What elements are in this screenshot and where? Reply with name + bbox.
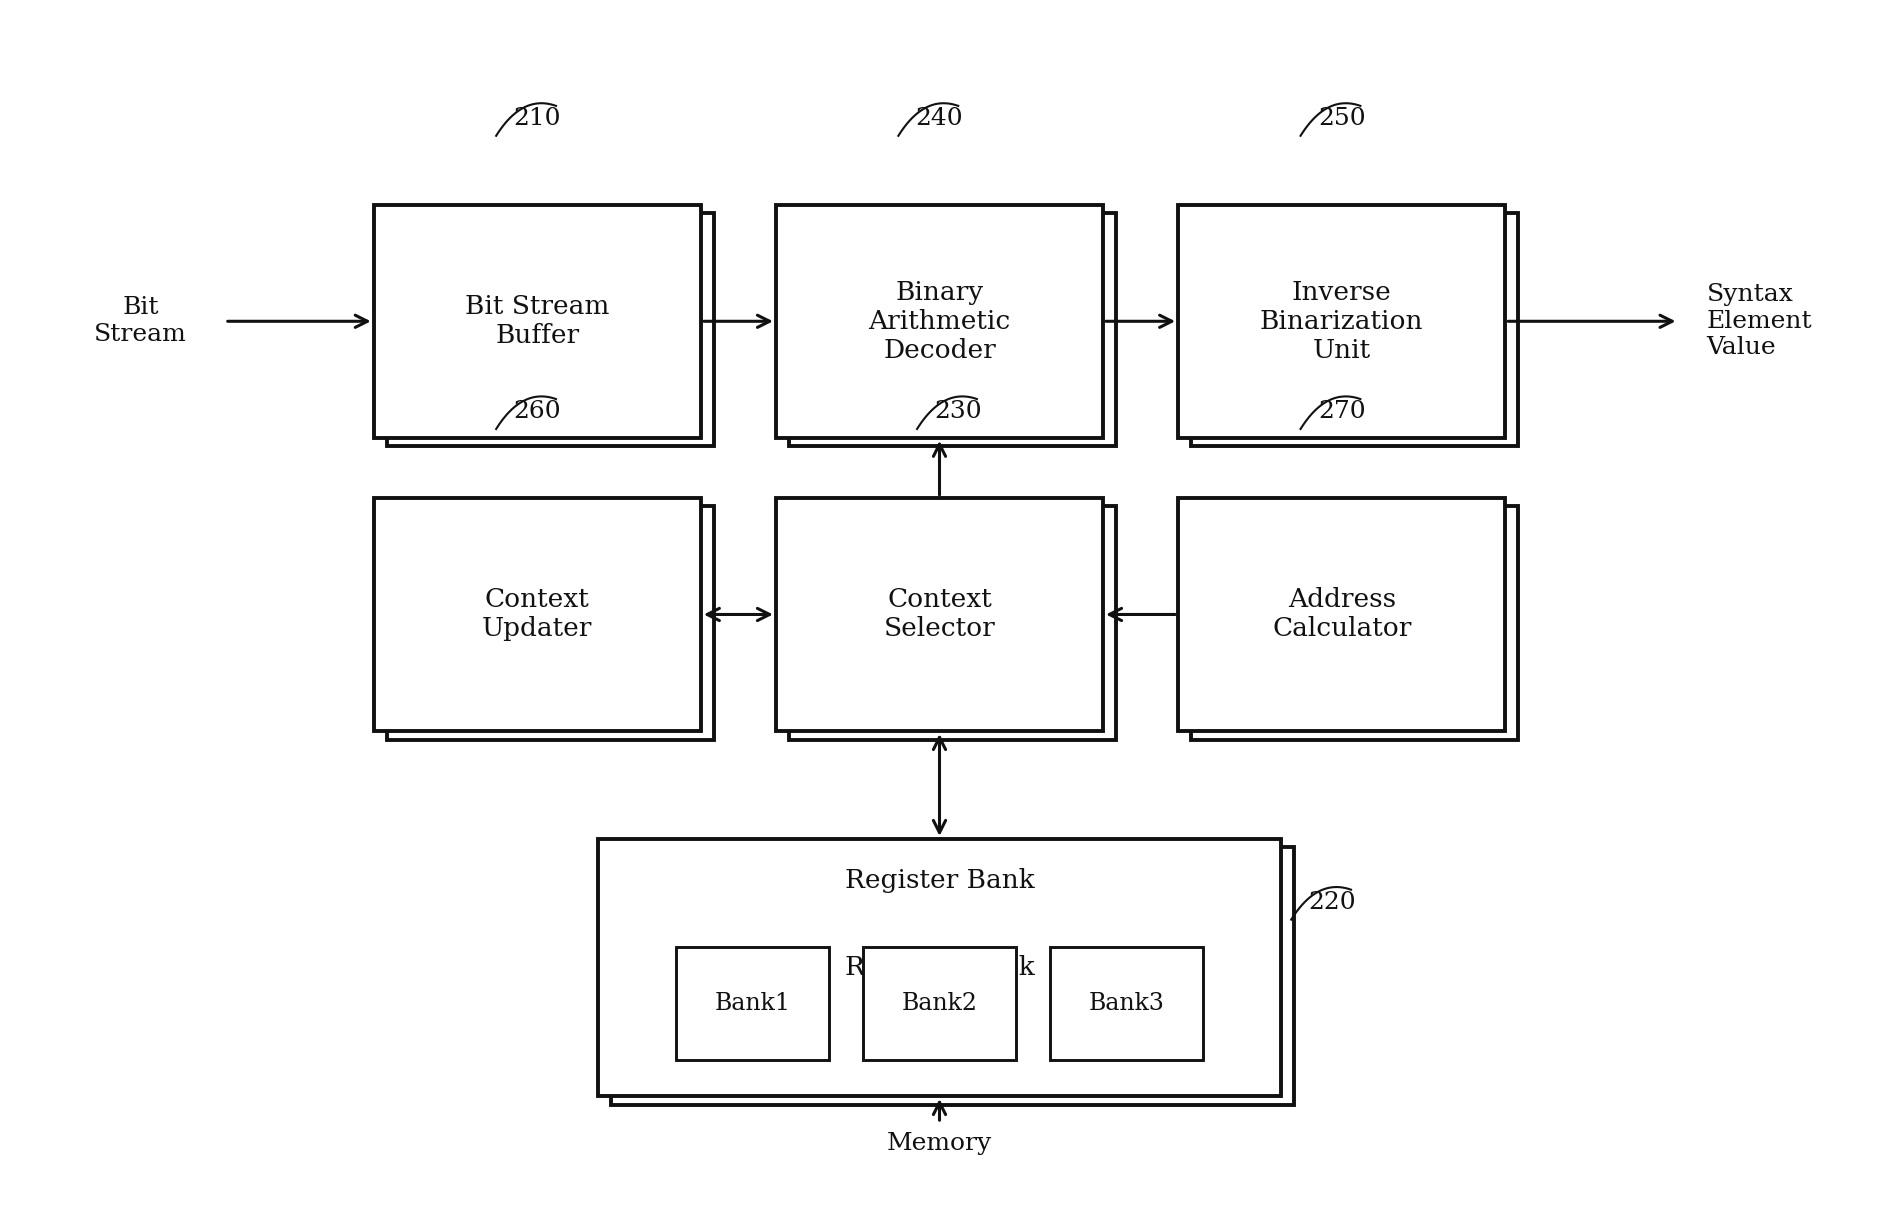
Bar bbox=[387, 213, 714, 446]
Bar bbox=[1178, 498, 1505, 731]
Text: Memory: Memory bbox=[887, 1133, 992, 1156]
Bar bbox=[776, 498, 1103, 731]
Text: 260: 260 bbox=[513, 400, 562, 423]
Text: Address
Calculator: Address Calculator bbox=[1272, 588, 1411, 641]
Bar bbox=[598, 839, 1281, 1097]
Text: 230: 230 bbox=[934, 400, 983, 423]
Text: Bit
Stream: Bit Stream bbox=[94, 296, 188, 346]
Bar bbox=[1191, 506, 1518, 740]
Text: 250: 250 bbox=[1317, 107, 1366, 130]
Bar bbox=[1050, 947, 1203, 1060]
Bar bbox=[789, 213, 1116, 446]
Text: Bit Stream
Buffer: Bit Stream Buffer bbox=[466, 294, 609, 348]
Bar bbox=[676, 947, 829, 1060]
Text: 210: 210 bbox=[513, 107, 562, 130]
Text: Context
Selector: Context Selector bbox=[883, 588, 996, 641]
Text: Bank3: Bank3 bbox=[1088, 992, 1165, 1015]
Bar bbox=[374, 498, 701, 731]
Bar bbox=[387, 506, 714, 740]
Text: Context
Updater: Context Updater bbox=[483, 588, 592, 641]
Text: 240: 240 bbox=[915, 107, 964, 130]
Text: Register Bank: Register Bank bbox=[846, 956, 1033, 980]
Text: Register Bank: Register Bank bbox=[846, 869, 1033, 893]
Bar bbox=[862, 947, 1017, 1060]
Text: Inverse
Binarization
Unit: Inverse Binarization Unit bbox=[1261, 280, 1424, 363]
Text: Bank2: Bank2 bbox=[902, 992, 977, 1015]
Text: Binary
Arithmetic
Decoder: Binary Arithmetic Decoder bbox=[868, 280, 1011, 363]
Bar bbox=[776, 205, 1103, 437]
Bar bbox=[789, 506, 1116, 740]
Text: Syntax
Element
Value: Syntax Element Value bbox=[1706, 283, 1811, 359]
Text: 220: 220 bbox=[1308, 890, 1357, 913]
Bar bbox=[1191, 213, 1518, 446]
Text: 270: 270 bbox=[1317, 400, 1366, 423]
Bar bbox=[374, 205, 701, 437]
Bar bbox=[611, 847, 1295, 1105]
Bar bbox=[1178, 205, 1505, 437]
Text: Bank1: Bank1 bbox=[714, 992, 791, 1015]
